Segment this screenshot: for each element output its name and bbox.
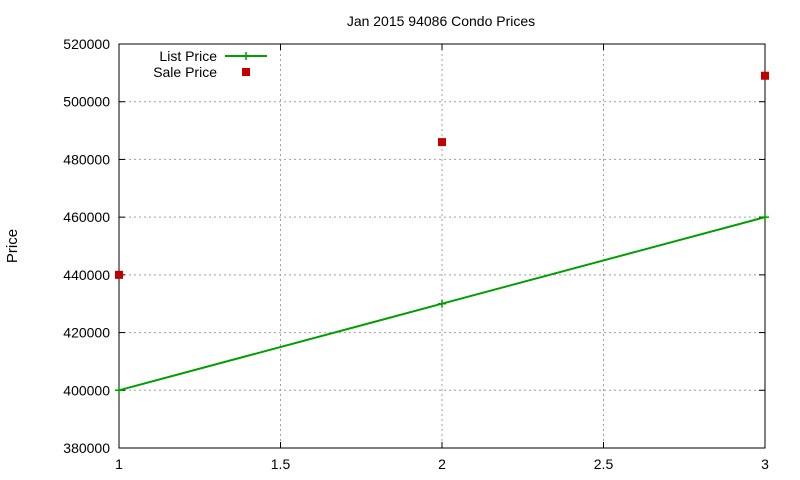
legend-swatch-sale-price <box>242 68 250 76</box>
plot-frame <box>118 43 766 449</box>
x-tick-label: 1.5 <box>271 456 291 472</box>
sale-price-point <box>115 270 123 279</box>
legend-label: Sale Price <box>153 64 217 80</box>
x-tick-label: 2 <box>438 456 446 472</box>
y-tick-label: 460000 <box>63 209 110 225</box>
list-price-point <box>761 213 769 222</box>
grid <box>119 44 765 448</box>
x-tick-label: 2.5 <box>594 456 614 472</box>
y-tick-label: 400000 <box>63 382 110 398</box>
list-price-point <box>115 386 123 395</box>
legend-marker-list-price <box>242 52 250 60</box>
y-tick-label: 480000 <box>63 151 110 167</box>
series-layer <box>115 71 769 395</box>
y-tick-label: 440000 <box>63 267 110 283</box>
tick-labels: 380000 400000 420000 440000 460000 480000 5000… <box>63 36 769 472</box>
list-price-point <box>438 299 446 308</box>
y-tick-label: 500000 <box>63 94 110 110</box>
y-tick-label: 380000 <box>63 440 110 456</box>
sale-price-point <box>438 138 446 147</box>
y-tick-label: 420000 <box>63 325 110 341</box>
y-tick-label: 520000 <box>63 36 110 52</box>
legend-label: List Price <box>159 48 217 64</box>
x-tick-label: 3 <box>761 456 769 472</box>
chart-title: Jan 2015 94086 Condo Prices <box>347 13 535 29</box>
sale-price-point <box>761 71 769 80</box>
y-axis-label: Price <box>4 229 21 263</box>
x-tick-label: 1 <box>115 456 123 472</box>
